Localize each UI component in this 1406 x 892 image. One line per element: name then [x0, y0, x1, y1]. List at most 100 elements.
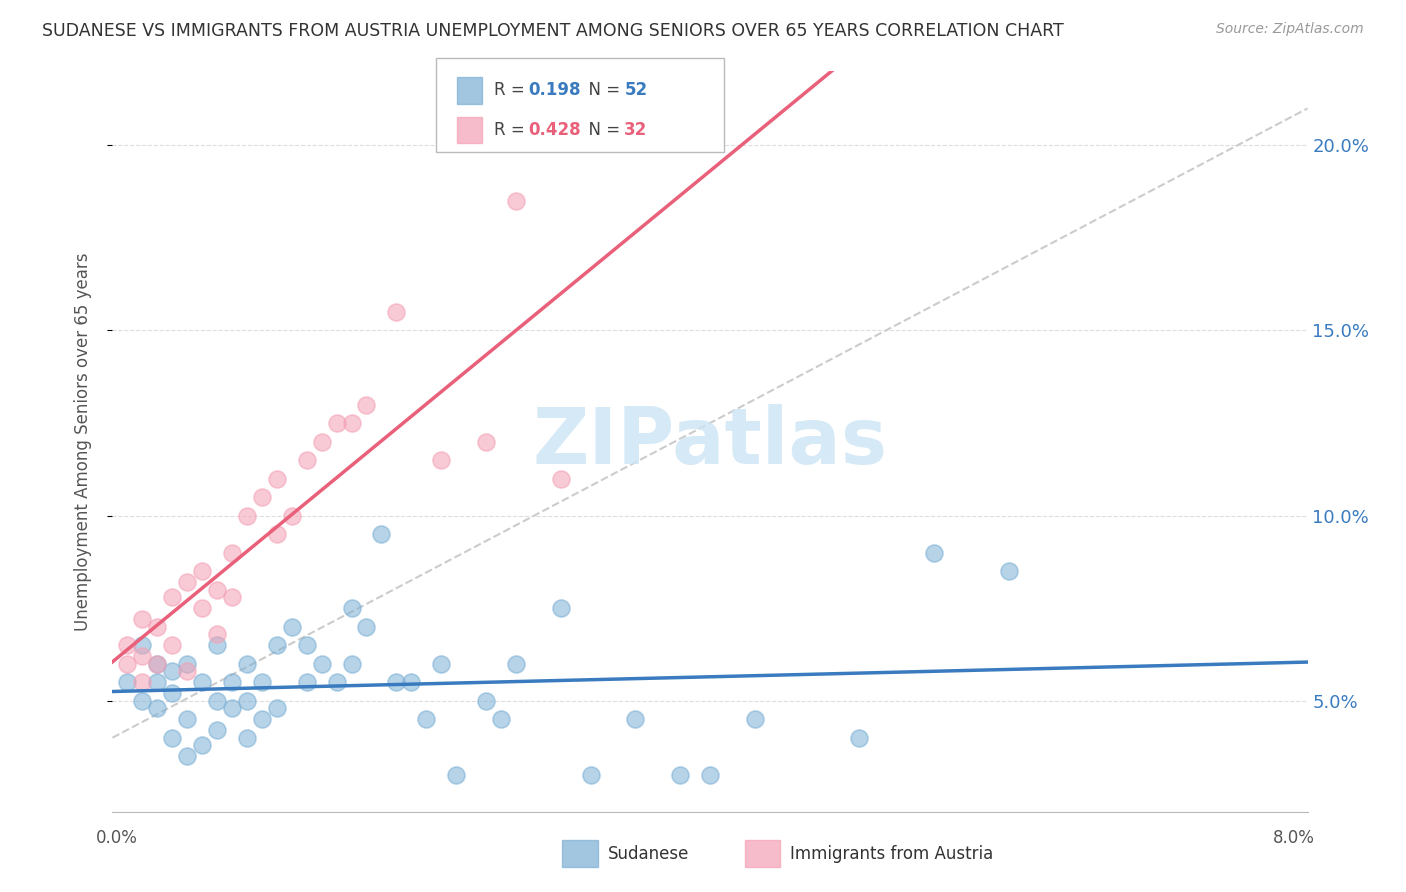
Point: [444, 767, 467, 781]
Point: [385, 675, 408, 690]
Point: [998, 564, 1021, 578]
Point: [356, 398, 378, 412]
Point: [176, 657, 198, 671]
Text: 0.198: 0.198: [529, 81, 581, 99]
Point: [176, 575, 198, 590]
Point: [162, 664, 183, 678]
Point: [205, 582, 228, 597]
Point: [250, 675, 273, 690]
Point: [325, 675, 347, 690]
Point: [624, 712, 647, 726]
Point: [236, 657, 259, 671]
Point: [579, 767, 602, 781]
Point: [146, 701, 169, 715]
Point: [221, 675, 243, 690]
Point: [340, 601, 363, 615]
Point: [131, 694, 153, 708]
Point: [236, 731, 259, 745]
Point: [176, 749, 198, 764]
Point: [266, 701, 288, 715]
Point: [281, 508, 304, 523]
Point: [117, 675, 139, 690]
Point: [550, 471, 572, 485]
Point: [221, 701, 243, 715]
Point: [430, 657, 453, 671]
Point: [325, 416, 347, 430]
Point: [475, 434, 498, 449]
Point: [236, 694, 259, 708]
Point: [385, 305, 408, 319]
Text: 8.0%: 8.0%: [1272, 829, 1315, 847]
Text: Immigrants from Austria: Immigrants from Austria: [790, 845, 994, 863]
Point: [311, 434, 333, 449]
Text: Sudanese: Sudanese: [607, 845, 689, 863]
Point: [131, 612, 153, 626]
Point: [162, 590, 183, 604]
Point: [205, 723, 228, 738]
Point: [699, 767, 721, 781]
Point: [370, 527, 392, 541]
Text: N =: N =: [578, 81, 626, 99]
Point: [281, 619, 304, 633]
Point: [205, 638, 228, 652]
Point: [295, 453, 318, 467]
Point: [236, 508, 259, 523]
Point: [295, 675, 318, 690]
Text: ZIPatlas: ZIPatlas: [533, 403, 887, 480]
Point: [340, 416, 363, 430]
Text: 0.0%: 0.0%: [96, 829, 138, 847]
Point: [505, 657, 527, 671]
Point: [401, 675, 423, 690]
Point: [146, 675, 169, 690]
Point: [266, 471, 288, 485]
Text: Source: ZipAtlas.com: Source: ZipAtlas.com: [1216, 22, 1364, 37]
Point: [205, 694, 228, 708]
Text: SUDANESE VS IMMIGRANTS FROM AUSTRIA UNEMPLOYMENT AMONG SENIORS OVER 65 YEARS COR: SUDANESE VS IMMIGRANTS FROM AUSTRIA UNEM…: [42, 22, 1064, 40]
Text: N =: N =: [578, 121, 626, 139]
Point: [356, 619, 378, 633]
Point: [191, 601, 214, 615]
Text: R =: R =: [494, 121, 530, 139]
Point: [475, 694, 498, 708]
Point: [221, 546, 243, 560]
Point: [176, 712, 198, 726]
Text: 32: 32: [624, 121, 648, 139]
Point: [191, 738, 214, 752]
Point: [146, 657, 169, 671]
Point: [162, 686, 183, 700]
Point: [669, 767, 692, 781]
Point: [191, 564, 214, 578]
Text: R =: R =: [494, 81, 530, 99]
Point: [146, 657, 169, 671]
Point: [266, 527, 288, 541]
Point: [340, 657, 363, 671]
Point: [131, 638, 153, 652]
Point: [489, 712, 512, 726]
Point: [205, 627, 228, 641]
Point: [415, 712, 437, 726]
Point: [191, 675, 214, 690]
Point: [430, 453, 453, 467]
Point: [250, 490, 273, 504]
Point: [176, 664, 198, 678]
FancyBboxPatch shape: [562, 840, 598, 867]
Point: [744, 712, 766, 726]
Point: [131, 649, 153, 664]
Point: [311, 657, 333, 671]
Point: [505, 194, 527, 208]
Point: [266, 638, 288, 652]
Point: [146, 619, 169, 633]
Point: [848, 731, 870, 745]
Point: [922, 546, 945, 560]
Point: [117, 657, 139, 671]
FancyBboxPatch shape: [745, 840, 780, 867]
Point: [162, 731, 183, 745]
Point: [250, 712, 273, 726]
Point: [131, 675, 153, 690]
Y-axis label: Unemployment Among Seniors over 65 years: Unemployment Among Seniors over 65 years: [73, 252, 91, 631]
Point: [221, 590, 243, 604]
Point: [162, 638, 183, 652]
Text: 0.428: 0.428: [529, 121, 581, 139]
Point: [117, 638, 139, 652]
Text: 52: 52: [624, 81, 647, 99]
